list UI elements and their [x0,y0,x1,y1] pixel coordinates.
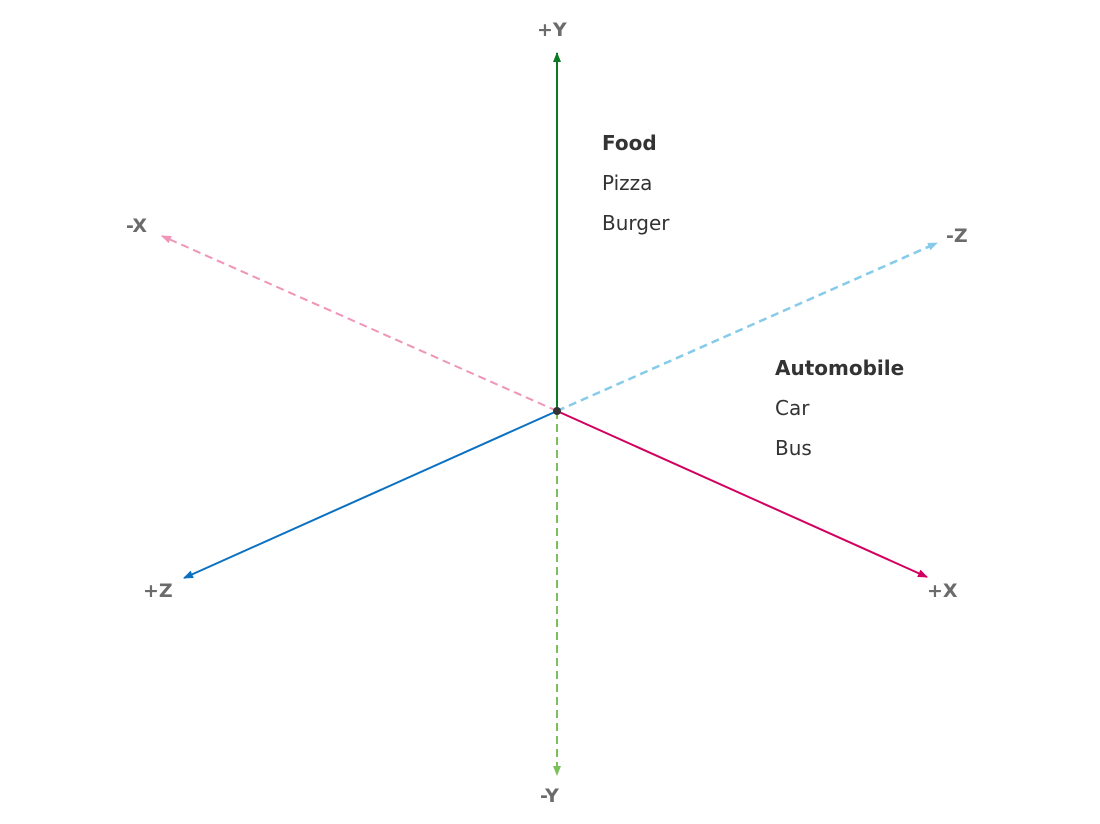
axis-neg-x [161,235,558,412]
axis-label-pos-y: +Y [537,19,567,41]
food-heading: Food [602,131,657,155]
food-item: Burger [602,211,670,235]
automobile-item: Bus [775,436,812,460]
axis-label-neg-z: -Z [946,225,968,247]
axis-label-pos-z: +Z [143,580,173,602]
automobile-item: Car [775,396,810,420]
food-item: Pizza [602,171,653,195]
origin-point [553,407,561,415]
axis-label-neg-y: -Y [540,785,559,807]
axis-pos-x [556,410,928,578]
axis-pos-z [183,410,558,579]
axis-neg-z [556,241,938,413]
automobile-heading: Automobile [775,356,905,380]
axis-label-neg-x: -X [126,215,147,237]
axis-label-pos-x: +X [927,580,958,602]
food-group: Food Pizza Burger [602,123,670,243]
automobile-group: Automobile Car Bus [775,348,904,468]
